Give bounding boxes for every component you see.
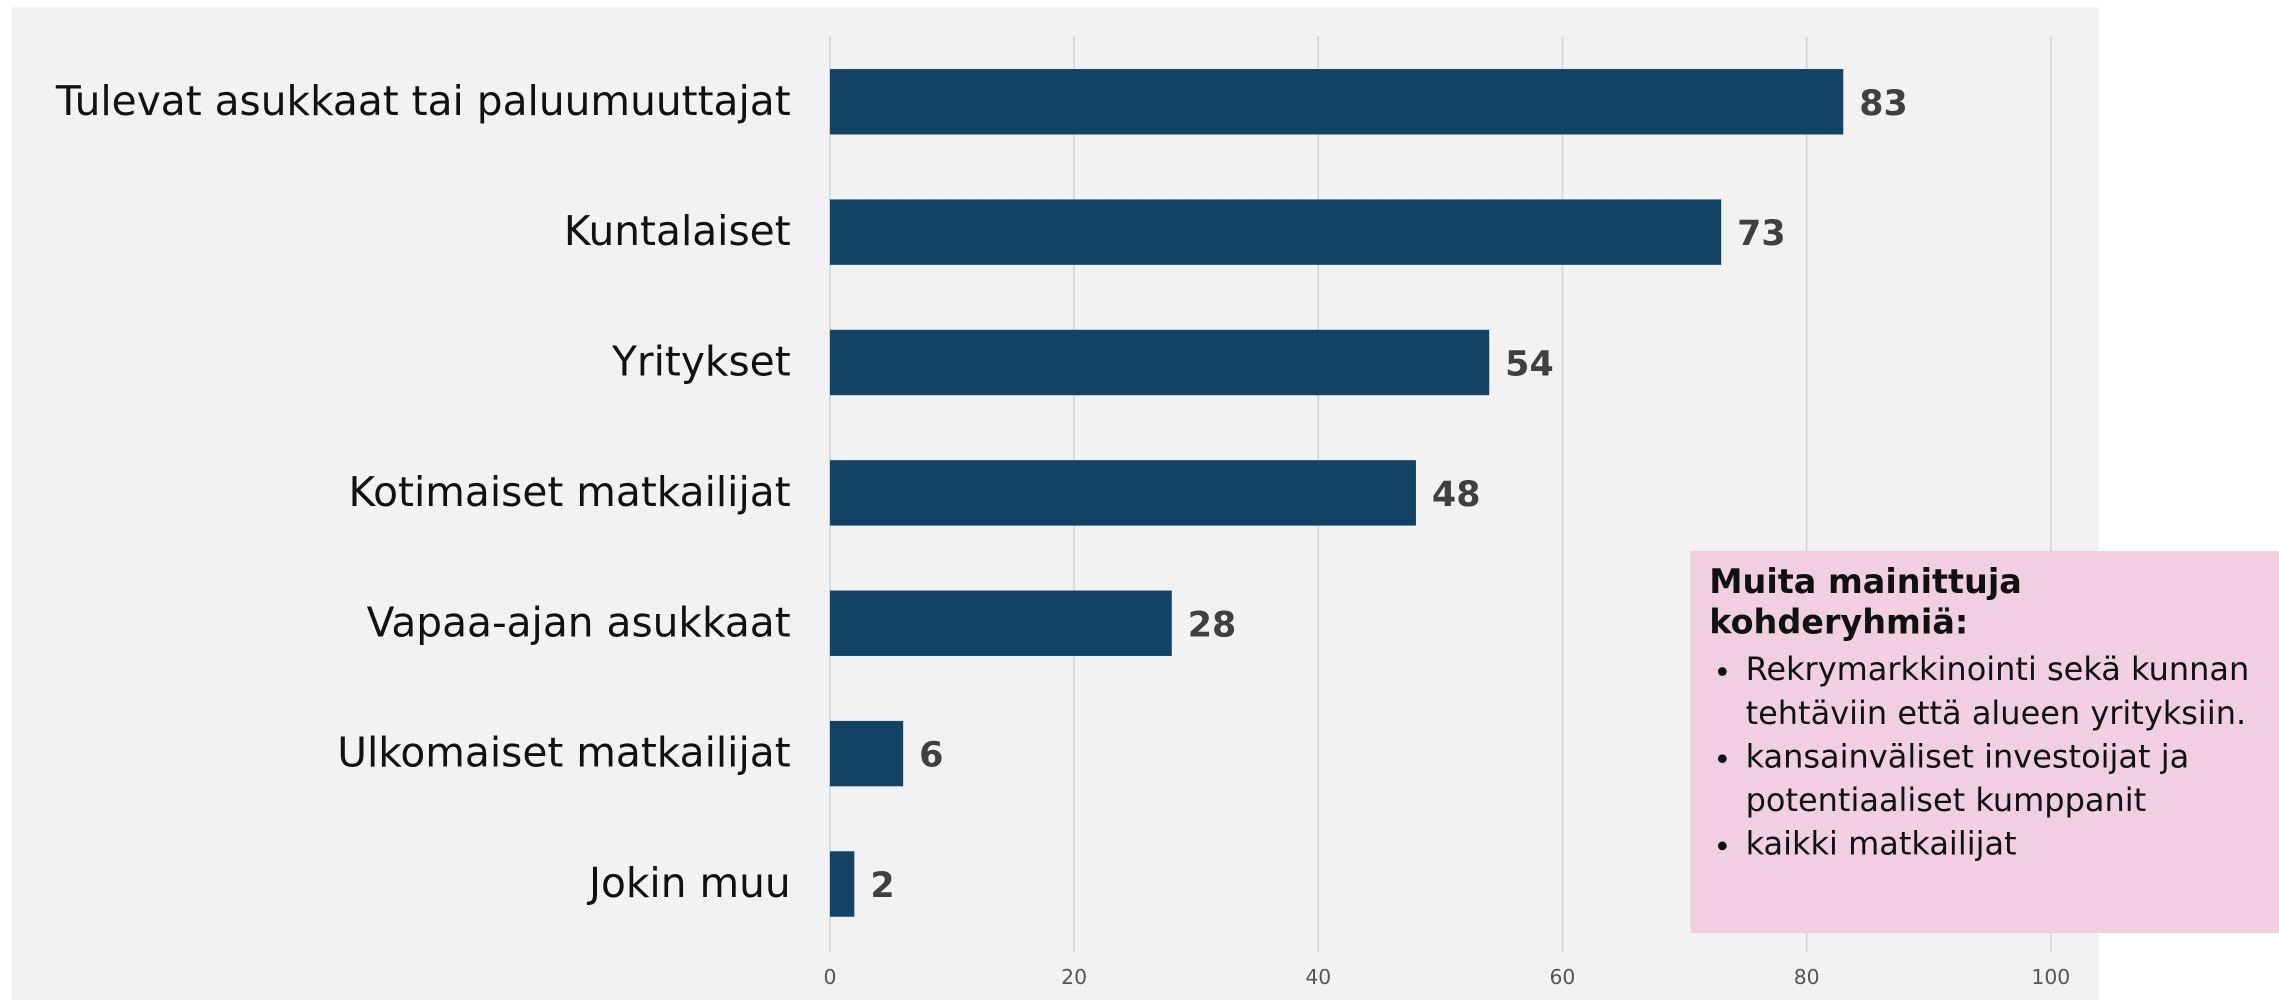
y-tick-label: Jokin muu: [586, 859, 791, 907]
value-label: 54: [1505, 345, 1554, 385]
annotation: Muita mainittuja kohderyhmiä: Rekrymarkk…: [1690, 550, 2279, 934]
annotation-box: Muita mainittuja kohderyhmiä: Rekrymarkk…: [1690, 551, 2279, 933]
bar: [829, 329, 1490, 396]
bar: [829, 590, 1172, 656]
bar: [829, 720, 904, 787]
annotation-item: Rekrymarkkinointi sekä kunnan tehtäviin …: [1746, 650, 2265, 737]
value-label: 48: [1432, 475, 1481, 515]
y-tick-label: Vapaa-ajan asukkaat: [367, 598, 791, 646]
y-tick-label: Tulevat asukkaat tai paluumuuttajat: [55, 77, 791, 125]
value-label: 73: [1737, 214, 1786, 254]
bar: [829, 851, 855, 917]
annotation-title: Muita mainittuja kohderyhmiä:: [1709, 563, 2022, 643]
x-tick-label: 0: [823, 965, 836, 989]
x-tick-label: 40: [1305, 965, 1331, 989]
value-label: 6: [919, 736, 943, 776]
y-tick-label: Yritykset: [611, 338, 791, 386]
x-tick-label: 80: [1794, 965, 1820, 989]
x-tick-label: 60: [1550, 965, 1576, 989]
y-tick-label: Kotimaiset matkailijat: [348, 468, 790, 516]
annotation-item: kaikki matkailijat: [1746, 824, 2265, 868]
y-tick-label: Kuntalaiset: [564, 207, 791, 255]
x-tick-label: 100: [2031, 965, 2070, 989]
bar: [829, 460, 1416, 526]
x-tick-label: 20: [1061, 965, 1087, 989]
bar: [829, 199, 1722, 265]
annotation-list: Rekrymarkkinointi sekä kunnan tehtäviin …: [1709, 650, 2264, 868]
y-tick-label: Ulkomaiset matkailijat: [337, 729, 790, 777]
annotation-item: kansainväliset investoijat ja potentiaal…: [1746, 737, 2265, 824]
value-label: 2: [870, 866, 894, 906]
bar: [829, 69, 1844, 135]
value-label: 28: [1188, 605, 1237, 645]
value-label: 83: [1859, 84, 1908, 124]
